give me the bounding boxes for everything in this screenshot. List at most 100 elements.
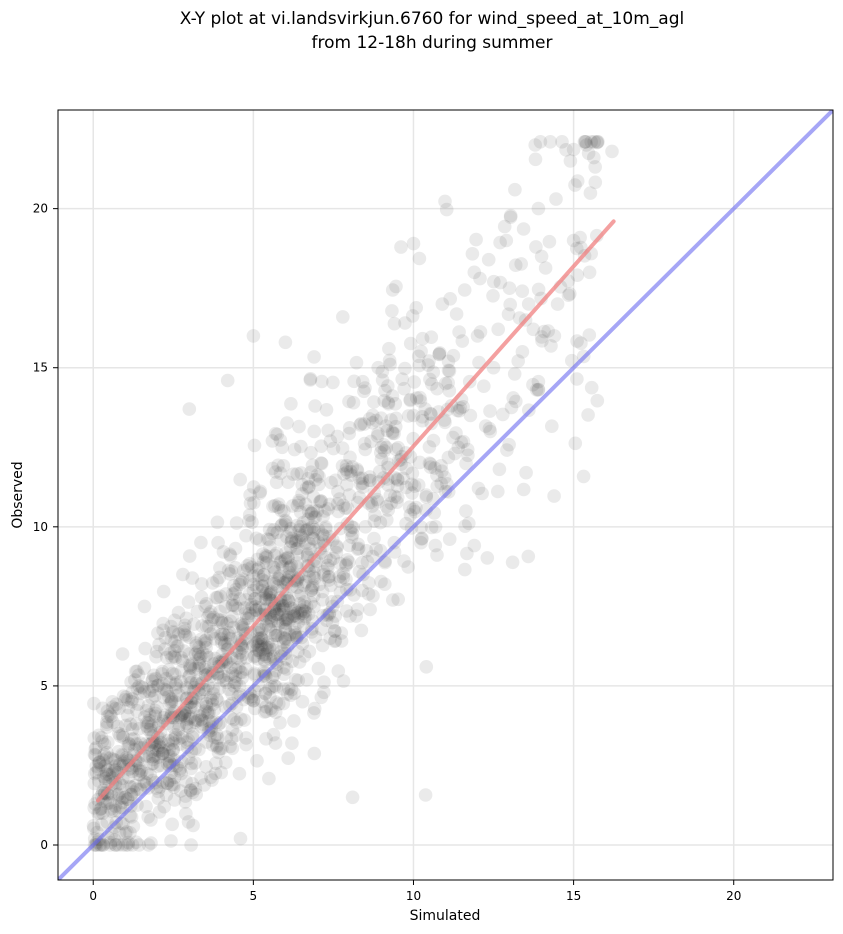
data-point — [272, 572, 286, 587]
data-point — [308, 399, 322, 413]
data-point — [233, 645, 247, 660]
data-point — [119, 750, 134, 765]
data-point — [389, 442, 403, 457]
data-point — [150, 644, 164, 659]
data-point — [590, 393, 605, 408]
data-point — [331, 484, 345, 499]
data-point — [247, 438, 262, 453]
data-point — [434, 459, 448, 473]
data-point — [328, 473, 343, 488]
data-point — [363, 602, 377, 617]
data-point — [423, 457, 438, 471]
data-point — [237, 601, 252, 615]
data-point — [333, 556, 347, 571]
data-point — [264, 701, 278, 716]
data-point — [251, 634, 265, 649]
data-point — [116, 754, 130, 768]
data-point — [227, 679, 241, 693]
data-point — [336, 674, 351, 688]
data-point — [284, 601, 298, 615]
data-point — [123, 779, 137, 794]
data-point — [165, 694, 179, 708]
data-point — [188, 715, 202, 729]
data-point — [287, 442, 302, 457]
data-point — [369, 413, 383, 428]
data-point — [412, 251, 427, 266]
data-point — [270, 614, 285, 628]
data-point — [135, 680, 149, 694]
data-point — [327, 624, 342, 638]
data-point — [111, 838, 126, 852]
data-point — [216, 669, 231, 683]
data-point — [516, 482, 531, 497]
data-point — [297, 619, 311, 633]
x-axis-label: Simulated — [410, 908, 481, 924]
data-point — [260, 549, 274, 564]
data-point — [332, 492, 347, 506]
data-point — [113, 729, 127, 743]
data-point — [146, 680, 160, 694]
data-point — [225, 609, 239, 624]
data-point — [229, 728, 244, 742]
data-point — [350, 464, 365, 478]
data-point — [195, 717, 210, 731]
data-point — [248, 599, 263, 614]
data-point — [270, 525, 285, 540]
data-point — [132, 763, 147, 778]
data-point — [349, 609, 364, 623]
data-point — [328, 634, 342, 649]
data-point — [131, 697, 145, 711]
data-point — [301, 480, 316, 495]
data-point — [267, 523, 281, 537]
data-point — [268, 465, 283, 479]
data-point — [187, 662, 202, 676]
data-point — [151, 744, 166, 758]
data-point — [258, 551, 273, 565]
data-point — [142, 684, 157, 699]
data-point — [308, 630, 323, 644]
data-point — [325, 615, 340, 630]
data-point — [173, 731, 187, 745]
data-point — [297, 604, 312, 618]
data-point — [419, 660, 434, 674]
data-point — [235, 647, 249, 662]
data-point — [403, 393, 418, 408]
data-point — [276, 602, 291, 616]
data-point — [399, 516, 413, 531]
data-point — [330, 539, 344, 553]
data-point — [481, 252, 496, 267]
data-point — [296, 515, 311, 530]
data-point — [165, 666, 180, 681]
data-point — [414, 532, 429, 546]
data-point — [121, 838, 135, 852]
data-point — [566, 233, 581, 248]
data-point — [218, 638, 232, 652]
data-point — [128, 778, 143, 793]
data-point — [308, 571, 322, 586]
data-point — [394, 240, 408, 254]
data-point — [164, 695, 178, 710]
data-point — [330, 429, 345, 444]
data-point — [467, 265, 482, 280]
data-point — [258, 591, 273, 606]
data-point — [239, 662, 253, 676]
data-point — [227, 675, 242, 689]
data-point — [274, 603, 289, 617]
data-point — [342, 421, 357, 435]
data-point — [268, 565, 282, 579]
data-point — [276, 615, 290, 630]
data-point — [269, 546, 284, 561]
data-point — [87, 776, 102, 791]
data-point — [243, 496, 258, 511]
data-point — [242, 508, 257, 522]
data-point — [229, 516, 244, 530]
data-point — [130, 664, 144, 679]
data-point — [588, 175, 603, 190]
data-point — [304, 465, 318, 480]
data-point — [141, 699, 156, 713]
data-point — [350, 462, 364, 477]
data-point — [306, 504, 321, 518]
data-point — [214, 613, 228, 628]
data-point — [292, 597, 307, 611]
data-point — [529, 383, 544, 397]
